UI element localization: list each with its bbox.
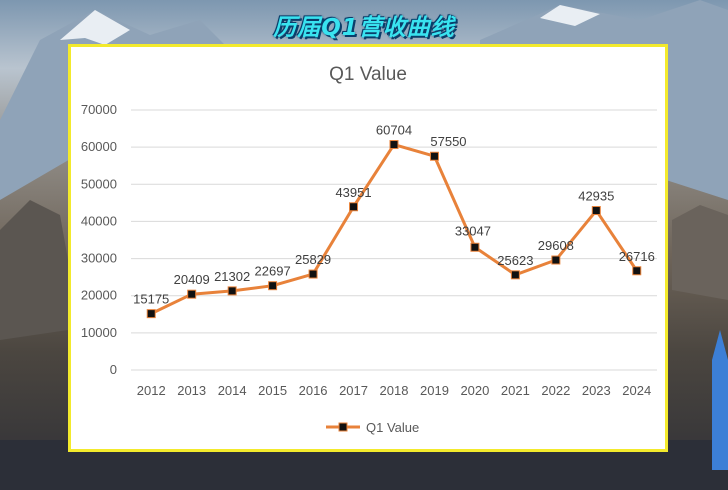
y-tick-label: 30000 xyxy=(81,251,117,266)
data-point xyxy=(146,309,156,319)
x-tick-label: 2012 xyxy=(137,383,166,398)
chart-title: Q1 Value xyxy=(329,64,407,85)
x-tick-label: 2022 xyxy=(541,383,570,398)
rock-left xyxy=(0,200,68,340)
chart-panel: Q1 Value 0 10000 20000 30000 40000 50000 60000… xyxy=(68,44,668,452)
data-point xyxy=(187,289,197,299)
data-label: 26716 xyxy=(619,249,655,264)
x-tick-label: 2018 xyxy=(380,383,409,398)
data-point xyxy=(349,202,359,212)
x-tick-label: 2014 xyxy=(218,383,247,398)
data-label: 15175 xyxy=(133,292,169,307)
data-point xyxy=(470,242,480,252)
data-label: 29608 xyxy=(538,238,574,253)
y-tick-label: 70000 xyxy=(81,102,117,117)
line-chart: Q1 Value 0 10000 20000 30000 40000 50000 60000… xyxy=(81,64,657,435)
data-point xyxy=(510,270,520,280)
data-label: 21302 xyxy=(214,269,250,284)
data-point xyxy=(591,206,601,216)
crystal-right xyxy=(712,330,728,470)
data-point xyxy=(227,286,237,296)
x-tick-label: 2020 xyxy=(460,383,489,398)
data-label: 57550 xyxy=(430,134,466,149)
data-label: 60704 xyxy=(376,123,412,138)
x-tick-label: 2016 xyxy=(299,383,328,398)
data-label: 25623 xyxy=(497,253,533,268)
mountain-snow-right xyxy=(540,5,600,26)
legend-label: Q1 Value xyxy=(366,420,419,435)
data-label: 22697 xyxy=(255,264,291,279)
x-tick-label: 2021 xyxy=(501,383,530,398)
data-point xyxy=(429,151,439,161)
legend: Q1 Value xyxy=(326,420,419,435)
rock-right xyxy=(672,205,728,300)
x-tick-label: 2023 xyxy=(582,383,611,398)
data-label: 43951 xyxy=(335,185,371,200)
y-tick-label: 0 xyxy=(110,362,117,377)
data-labels: 15175 20409 21302 22697 25829 43951 60704 57550… xyxy=(133,123,655,307)
y-tick-label: 20000 xyxy=(81,288,117,303)
mountain-snow-left xyxy=(60,10,130,45)
x-tick-label: 2015 xyxy=(258,383,287,398)
data-label: 42935 xyxy=(578,189,614,204)
y-tick-label: 40000 xyxy=(81,213,117,228)
x-tick-label: 2024 xyxy=(622,383,651,398)
series-group xyxy=(146,140,642,319)
x-axis-ticks: 2012 2013 2014 2015 2016 2017 2018 2019 2020 2021… xyxy=(137,383,651,398)
data-label: 20409 xyxy=(174,272,210,287)
banner-title: 历届Q1营收曲线 xyxy=(273,15,455,41)
grid-lines xyxy=(131,109,657,371)
y-axis-ticks: 0 10000 20000 30000 40000 50000 60000 70000 xyxy=(81,102,117,377)
data-label: 25829 xyxy=(295,252,331,267)
data-point xyxy=(268,281,278,291)
y-tick-label: 50000 xyxy=(81,176,117,191)
data-point xyxy=(308,269,318,279)
x-tick-label: 2013 xyxy=(177,383,206,398)
data-label: 33047 xyxy=(455,223,491,238)
legend-marker xyxy=(338,422,348,432)
data-point xyxy=(632,266,642,276)
data-point xyxy=(389,140,399,150)
y-tick-label: 10000 xyxy=(81,325,117,340)
x-tick-label: 2017 xyxy=(339,383,368,398)
y-tick-label: 60000 xyxy=(81,139,117,154)
data-point xyxy=(551,255,561,265)
series-line xyxy=(150,143,639,315)
x-tick-label: 2019 xyxy=(420,383,449,398)
